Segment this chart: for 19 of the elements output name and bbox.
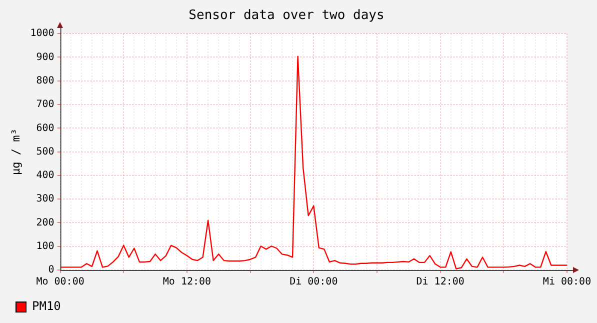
y-tick-label: 200: [36, 217, 54, 228]
x-tick-label: Di 12:00: [416, 276, 464, 288]
y-tick-label: 300: [36, 194, 54, 205]
y-tick-label: 800: [36, 75, 54, 86]
y-tick-label: 900: [36, 52, 54, 63]
y-tick-label: 0: [48, 264, 54, 276]
y-axis-title: µg / m³: [9, 128, 22, 175]
y-tick-label: 100: [36, 240, 54, 252]
y-tick-label: 700: [36, 99, 54, 110]
legend-label: PM10: [32, 299, 61, 314]
x-tick-label: Mo 12:00: [162, 276, 212, 288]
chart-title: Sensor data over two days: [188, 8, 384, 24]
y-tick-label: 400: [36, 170, 54, 182]
y-tick-label: 1000: [30, 28, 54, 40]
x-tick-label: Mo 00:00: [36, 276, 84, 288]
y-tick-label: 500: [36, 146, 54, 158]
x-tick-label: Mi 00:00: [542, 276, 592, 288]
y-tick-label: 600: [36, 122, 54, 134]
x-tick-label: Di 00:00: [290, 276, 338, 288]
